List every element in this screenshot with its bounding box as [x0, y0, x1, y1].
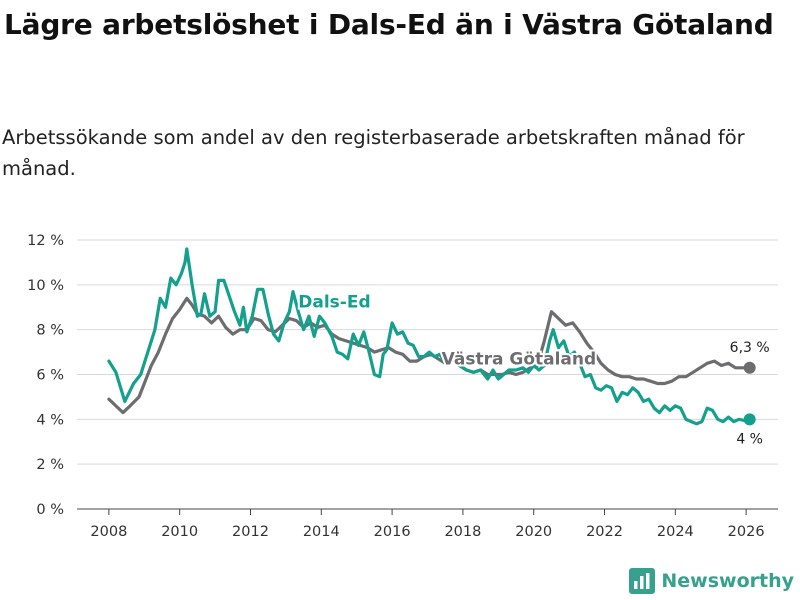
y-tick-label: 6 %	[36, 368, 64, 384]
chart-title: Lägre arbetslöshet i Dals-Ed än i Västra…	[4, 8, 774, 41]
brand-logo[interactable]: Newsworthy	[629, 568, 794, 594]
x-tick-label: 2024	[657, 524, 694, 540]
series-label-vastra-gotaland: Västra Götaland	[442, 349, 597, 369]
x-tick-label: 2016	[374, 524, 411, 540]
bar-chart-logo-icon	[629, 568, 656, 594]
series-lines	[107, 247, 756, 426]
series-end-dot-vastra-gotaland	[743, 361, 756, 374]
series-label-dals-ed: Dals-Ed	[298, 292, 370, 312]
y-tick-label: 8 %	[36, 323, 64, 339]
y-tick-label: 12 %	[27, 233, 64, 249]
x-tick-label: 2026	[728, 524, 765, 540]
brand-name: Newsworthy	[661, 570, 794, 592]
series-line-vastra-gotaland	[107, 296, 752, 415]
x-tick-label: 2014	[303, 524, 340, 540]
end-value-label-dals-ed: 4 %	[736, 431, 763, 447]
series-end-dot-dals-ed	[743, 413, 756, 426]
chart-subtitle: Arbetssökande som andel av den registerb…	[2, 126, 745, 180]
x-tick-label: 2020	[515, 524, 552, 540]
y-tick-label: 2 %	[36, 457, 64, 473]
axes: 0 % 2 % 4 % 6 % 8 % 10 % 12 % 2008 2010 2012 2014 2…	[27, 233, 764, 540]
x-tick-label: 2008	[90, 524, 127, 540]
grid-lines	[77, 239, 778, 510]
x-tick-label: 2012	[232, 524, 269, 540]
x-tick-label: 2010	[161, 524, 198, 540]
series-line-dals-ed	[107, 247, 752, 426]
end-value-label-vastra-gotaland: 6,3 %	[730, 340, 770, 356]
x-tick-label: 2022	[586, 524, 623, 540]
y-tick-label: 4 %	[36, 412, 64, 428]
y-tick-label: 0 %	[36, 502, 64, 518]
series-labels: Dals-Ed Västra Götaland 6,3 % 4 %	[296, 290, 770, 447]
x-tick-label: 2018	[444, 524, 481, 540]
y-tick-label: 10 %	[27, 278, 64, 294]
